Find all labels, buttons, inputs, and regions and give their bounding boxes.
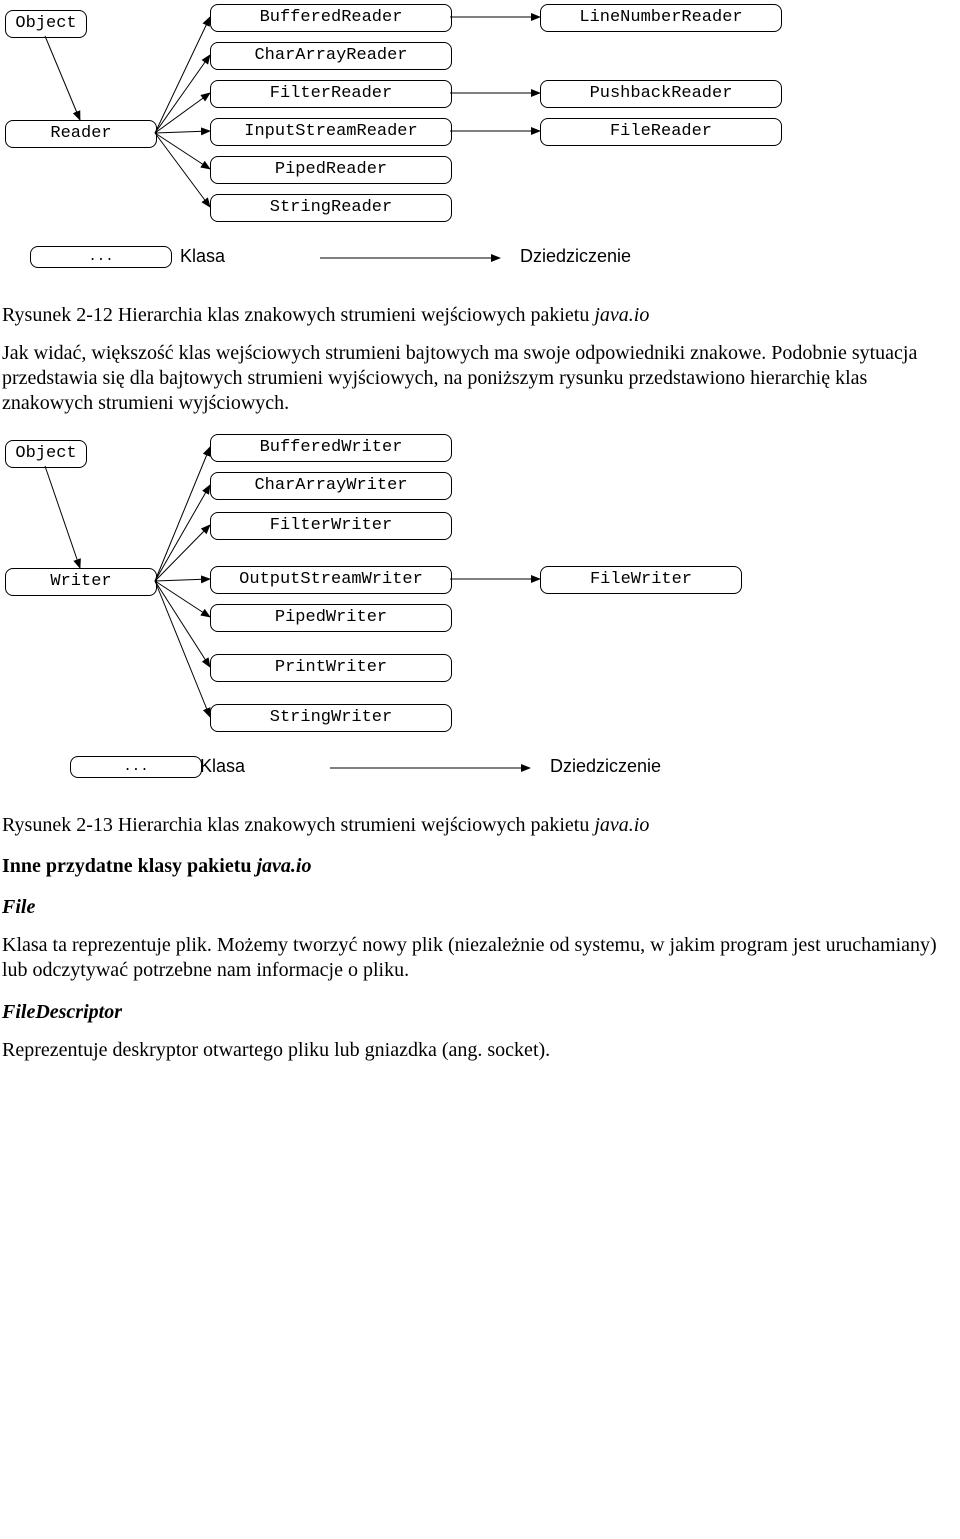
class-node-inputstreamreader: InputStreamReader: [210, 118, 452, 146]
class-node-bufferedwriter: BufferedWriter: [210, 434, 452, 462]
heading-text: Inne przydatne klasy pakietu: [2, 855, 257, 877]
class-node-filewriter: FileWriter: [540, 566, 742, 594]
class-node-pushbackreader: PushbackReader: [540, 80, 782, 108]
reader-hierarchy-diagram: Object Reader BufferedReader CharArrayReade…: [0, 0, 960, 280]
paragraph-1: Jak widać, większość klas wejściowych st…: [2, 341, 958, 416]
legend-class-box: ...: [70, 756, 202, 778]
class-node-object: Object: [5, 10, 87, 38]
legend-class-box: ...: [30, 246, 172, 268]
class-node-pipedwriter: PipedWriter: [210, 604, 452, 632]
legend-class-label: Klasa: [200, 756, 245, 777]
class-node-object: Object: [5, 440, 87, 468]
class-node-stringreader: StringReader: [210, 194, 452, 222]
writer-hierarchy-diagram: Object Writer BufferedWriter CharArrayWrite…: [0, 430, 960, 790]
class-node-filterreader: FilterReader: [210, 80, 452, 108]
class-node-filterwriter: FilterWriter: [210, 512, 452, 540]
caption-text: Rysunek 2-13 Hierarchia klas znakowych s…: [2, 814, 594, 836]
subheading-file: File: [2, 896, 960, 919]
caption-italic: java.io: [594, 814, 649, 836]
subheading-filedescriptor: FileDescriptor: [2, 1001, 960, 1024]
legend-inheritance-label: Dziedziczenie: [550, 756, 661, 777]
class-node-chararraywriter: CharArrayWriter: [210, 472, 452, 500]
class-node-bufferedreader: BufferedReader: [210, 4, 452, 32]
class-node-pipedreader: PipedReader: [210, 156, 452, 184]
legend-class-label: Klasa: [180, 246, 225, 267]
class-node-chararrayreader: CharArrayReader: [210, 42, 452, 70]
heading-italic: java.io: [257, 855, 312, 877]
class-node-outputstreamwriter: OutputStreamWriter: [210, 566, 452, 594]
caption-italic: java.io: [594, 304, 649, 326]
section-heading-other-classes: Inne przydatne klasy pakietu java.io: [2, 855, 960, 878]
class-node-writer: Writer: [5, 568, 157, 596]
figure-2-12-caption: Rysunek 2-12 Hierarchia klas znakowych s…: [2, 304, 960, 327]
class-node-linenumberreader: LineNumberReader: [540, 4, 782, 32]
paragraph-filedescriptor: Reprezentuje deskryptor otwartego pliku …: [2, 1038, 958, 1063]
figure-2-13-caption: Rysunek 2-13 Hierarchia klas znakowych s…: [2, 814, 960, 837]
class-node-printwriter: PrintWriter: [210, 654, 452, 682]
caption-text: Rysunek 2-12 Hierarchia klas znakowych s…: [2, 304, 594, 326]
paragraph-file: Klasa ta reprezentuje plik. Możemy tworz…: [2, 933, 958, 983]
class-node-reader: Reader: [5, 120, 157, 148]
class-node-filereader: FileReader: [540, 118, 782, 146]
legend-inheritance-label: Dziedziczenie: [520, 246, 631, 267]
class-node-stringwriter: StringWriter: [210, 704, 452, 732]
